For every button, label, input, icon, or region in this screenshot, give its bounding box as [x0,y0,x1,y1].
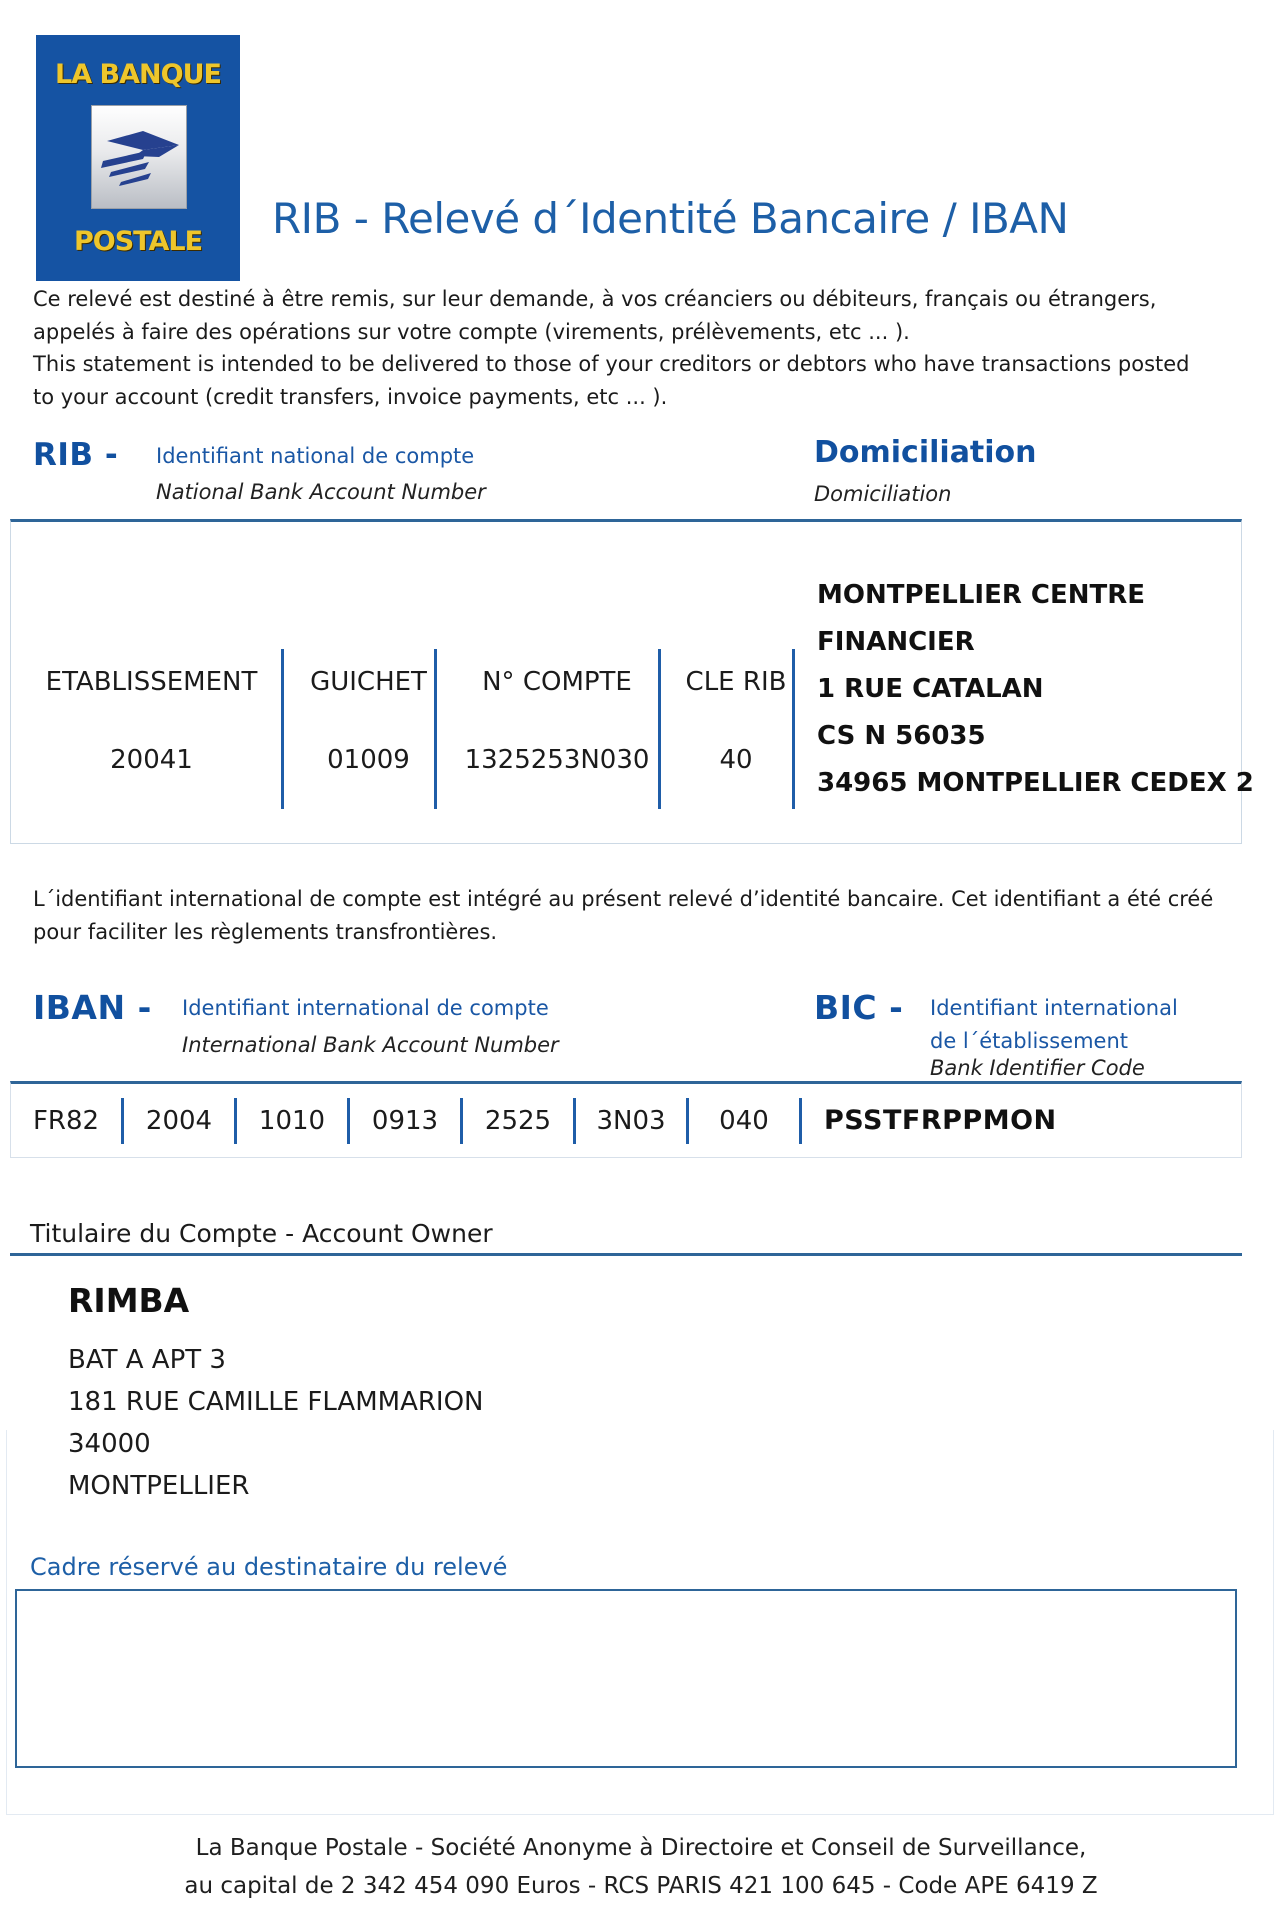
iban-note: L´identifiant international de compte es… [33,883,1213,948]
logo-plate [91,105,187,209]
iban-subtitle-en: International Bank Account Number [182,1033,559,1057]
owner-heading: Titulaire du Compte - Account Owner [30,1219,493,1248]
rib-col-value: 01009 [327,745,410,775]
bic-subtitle-fr-1: Identifiant international [930,996,1178,1020]
iban-segment: 2004 [145,1105,213,1136]
bic-subtitle-en: Bank Identifier Code [930,1056,1145,1080]
note-line: L´identifiant international de compte es… [33,887,1214,911]
rib-col-label: GUICHET [310,667,427,697]
footer-line: au capital de 2 342 454 090 Euros - RCS … [184,1873,1098,1899]
rib-subtitle-fr: Identifiant national de compte [156,444,475,468]
iban-segment: 040 [719,1105,769,1136]
iban-section-label: IBAN - [33,988,152,1027]
page-frame [6,1430,1274,1815]
intro-line: to your account (credit transfers, invoi… [33,384,668,409]
intro-line: appelés à faire des opérations sur votre… [33,319,910,344]
logo-text-postale: POSTALE [73,226,203,257]
column-separator [281,649,284,809]
rib-table: ETABLISSEMENT 20041 GUICHET 01009 N° COM… [10,519,1254,844]
owner-address-line: 181 RUE CAMILLE FLAMMARION [68,1387,484,1417]
rib-col-value: 1325253N030 [464,745,650,775]
iban-segment: FR82 [32,1105,100,1136]
rib-col-etablissement: ETABLISSEMENT 20041 [11,522,292,843]
address-line: 34965 MONTPELLIER CEDEX 2 [817,768,1254,798]
owner-address-line: 34000 [68,1429,151,1459]
column-separator [792,649,795,809]
page-title: RIB - Relevé d´Identité Bancaire / IBAN [272,194,1069,243]
bic-subtitle-fr-2: de l´établissement [930,1029,1129,1053]
address-line: CS N 56035 [817,721,986,751]
owner-address-line: MONTPELLIER [68,1471,250,1501]
logo-text-la-banque: LA BANQUE [55,59,222,90]
owner-name: RIMBA [68,1281,190,1320]
iban-segment: 1010 [258,1105,326,1136]
footer-line: La Banque Postale - Société Anonyme à Di… [195,1835,1087,1861]
domiciliation-subtitle: Domiciliation [814,482,952,506]
rib-col-guichet: GUICHET 01009 [292,522,445,843]
owner-divider [10,1253,1242,1256]
segment-separator [799,1097,802,1144]
rib-col-cle-rib: CLE RIB 40 [669,522,803,843]
bic-section-label: BIC - [814,988,904,1027]
address-line: MONTPELLIER CENTRE FINANCIER [817,580,1146,657]
rib-col-label: CLE RIB [685,667,787,697]
domiciliation-address: MONTPELLIER CENTRE FINANCIER 1 RUE CATAL… [817,572,1262,807]
segment-separator [121,1097,124,1144]
rib-col-numero-compte: N° COMPTE 1325253N030 [445,522,669,843]
segment-separator [460,1097,463,1144]
segment-separator [686,1097,689,1144]
column-separator [434,649,437,809]
rib-col-value: 20041 [110,745,193,775]
bic-value: PSSTFRPPMON [824,1105,1057,1136]
rib-col-label: N° COMPTE [482,667,632,697]
note-line: pour faciliter les règlements transfront… [33,919,498,944]
segment-separator [347,1097,350,1144]
legal-footer: La Banque Postale - Société Anonyme à Di… [0,1829,1282,1905]
la-banque-postale-logo: LA BANQUE POSTALE [36,35,240,281]
recipient-box-title: Cadre réservé au destinataire du relevé [30,1553,508,1581]
owner-address-line: BAT A APT 3 [68,1345,226,1375]
iban-segment: 0913 [371,1105,439,1136]
iban-segment: 3N03 [596,1105,666,1136]
rib-subtitle-en: National Bank Account Number [156,480,486,504]
intro-line: This statement is intended to be deliver… [33,352,1190,376]
iban-value-row: FR82 2004 1010 0913 2525 3N03 040 PSSTFR… [10,1081,1242,1158]
rib-col-label: ETABLISSEMENT [45,667,258,697]
iban-subtitle-fr: Identifiant international de compte [182,996,549,1020]
rib-col-value: 40 [719,745,753,775]
address-line: 1 RUE CATALAN [817,674,1044,704]
column-separator [658,649,661,809]
intro-paragraph: Ce relevé est destiné à être remis, sur … [33,283,1190,413]
recipient-reserved-box [15,1589,1237,1768]
intro-line: Ce relevé est destiné à être remis, sur … [33,287,1157,311]
domiciliation-label: Domiciliation [814,435,1037,470]
iban-segment: 2525 [484,1105,552,1136]
segment-separator [573,1097,576,1144]
segment-separator [234,1097,237,1144]
owner-address: BAT A APT 3 181 RUE CAMILLE FLAMMARION 3… [68,1339,484,1507]
rib-section-label: RIB - [33,437,119,473]
